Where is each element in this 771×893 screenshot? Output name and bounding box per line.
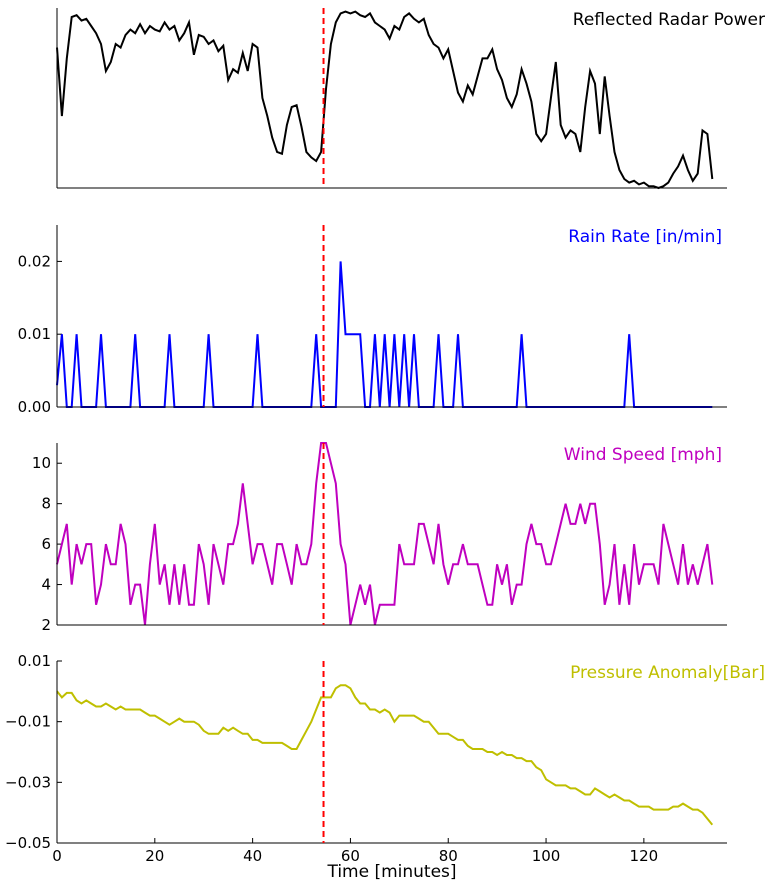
x-tick-label: 120 (630, 847, 659, 865)
x-tick-label: 0 (52, 847, 62, 865)
y-tick-label: 8 (41, 495, 51, 513)
x-tick-label: 40 (243, 847, 262, 865)
y-tick-label: 0.02 (18, 252, 51, 270)
x-tick-label: 20 (145, 847, 164, 865)
x-tick-label: 60 (341, 847, 360, 865)
y-tick-label: −0.01 (5, 713, 51, 731)
y-tick-label: 0.01 (18, 652, 51, 670)
y-tick-label: 0.01 (18, 325, 51, 343)
panel-title: Pressure Anomaly[Bar] (570, 663, 765, 683)
x-tick-label: 80 (439, 847, 458, 865)
series-line (56, 684, 714, 826)
x-tick-label: 100 (532, 847, 561, 865)
y-tick-label: 10 (32, 454, 51, 472)
x-axis-label: Time [minutes] (326, 862, 456, 882)
panel-title: Rain Rate [in/min] (568, 227, 722, 247)
y-tick-label: 2 (41, 616, 51, 634)
series-line (56, 261, 713, 408)
y-tick-label: 4 (41, 576, 51, 594)
y-tick-label: −0.05 (5, 834, 51, 852)
y-tick-label: 6 (41, 535, 51, 553)
y-tick-label: 0.00 (18, 398, 51, 416)
series-line (56, 442, 714, 626)
panel-title: Wind Speed [mph] (564, 445, 722, 465)
panel-title: Reflected Radar Power (573, 10, 765, 30)
y-tick-label: −0.03 (5, 773, 51, 791)
series-line (56, 10, 714, 190)
